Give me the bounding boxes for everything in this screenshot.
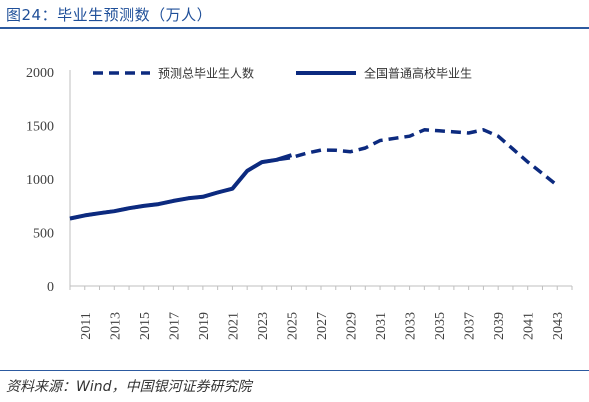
y-tick-label: 1000	[26, 173, 54, 188]
x-tick-label: 2033	[404, 312, 419, 340]
chart-series	[69, 128, 559, 221]
x-tick-label: 2013	[108, 312, 123, 340]
x-tick-label-group: 2025	[285, 312, 300, 340]
chart-legend: 预测总毕业生人数 全国普通高校毕业生	[93, 66, 472, 81]
y-tick-label: 500	[33, 227, 54, 242]
x-tick-label-group: 2043	[551, 312, 566, 340]
x-tick-label: 2015	[138, 312, 153, 340]
x-tick-label: 2031	[374, 312, 389, 340]
x-tick-label-group: 2037	[463, 312, 478, 340]
title-divider	[0, 27, 589, 29]
footer-divider	[0, 370, 589, 371]
y-tick-label: 0	[47, 280, 54, 295]
chart-axes: 0 500 1000 1500 2000 2011 2013 2015 2017 2019 2021…	[26, 66, 573, 340]
national-graduates-line	[69, 153, 293, 221]
y-tick-label: 1500	[26, 120, 54, 135]
x-tick-label-group: 2031	[374, 312, 389, 340]
x-tick-label-group: 2023	[256, 312, 271, 340]
source-note: 资料来源：Wind，中国银河证券研究院	[6, 379, 252, 395]
x-tick-label-group: 2041	[522, 312, 537, 340]
x-tick-label: 2019	[197, 312, 212, 340]
x-tick-label-group: 2011	[79, 312, 94, 339]
x-tick-label-group: 2039	[492, 312, 507, 340]
x-tick-label: 2027	[315, 312, 330, 340]
x-tick-label-group: 2013	[108, 312, 123, 340]
x-tick-label: 2043	[551, 312, 566, 340]
x-tick-label-group: 2019	[197, 312, 212, 340]
x-tick-label: 2023	[256, 312, 271, 340]
x-tick-label-group: 2021	[226, 312, 241, 340]
x-tick-label: 2039	[492, 312, 507, 340]
x-tick-label: 2017	[167, 312, 182, 340]
x-tick-label-group: 2027	[315, 312, 330, 340]
x-tick-label: 2035	[433, 312, 448, 340]
legend-label: 预测总毕业生人数	[158, 66, 254, 81]
figure-title: 图24：毕业生预测数（万人）	[6, 6, 213, 24]
x-tick-label: 2011	[79, 312, 94, 339]
x-tick-label: 2025	[285, 312, 300, 340]
x-tick-label-group: 2029	[345, 312, 360, 340]
x-tick-label: 2037	[463, 312, 478, 340]
y-tick-label: 2000	[26, 66, 54, 81]
x-tick-label-group: 2017	[167, 312, 182, 340]
x-tick-label-group: 2015	[138, 312, 153, 340]
x-tick-label-group: 2033	[404, 312, 419, 340]
x-tick-label: 2021	[226, 312, 241, 340]
legend-label: 全国普通高校毕业生	[364, 66, 472, 81]
x-tick-label-group: 2035	[433, 312, 448, 340]
x-tick-label: 2029	[345, 312, 360, 340]
x-tick-label: 2041	[522, 312, 537, 340]
